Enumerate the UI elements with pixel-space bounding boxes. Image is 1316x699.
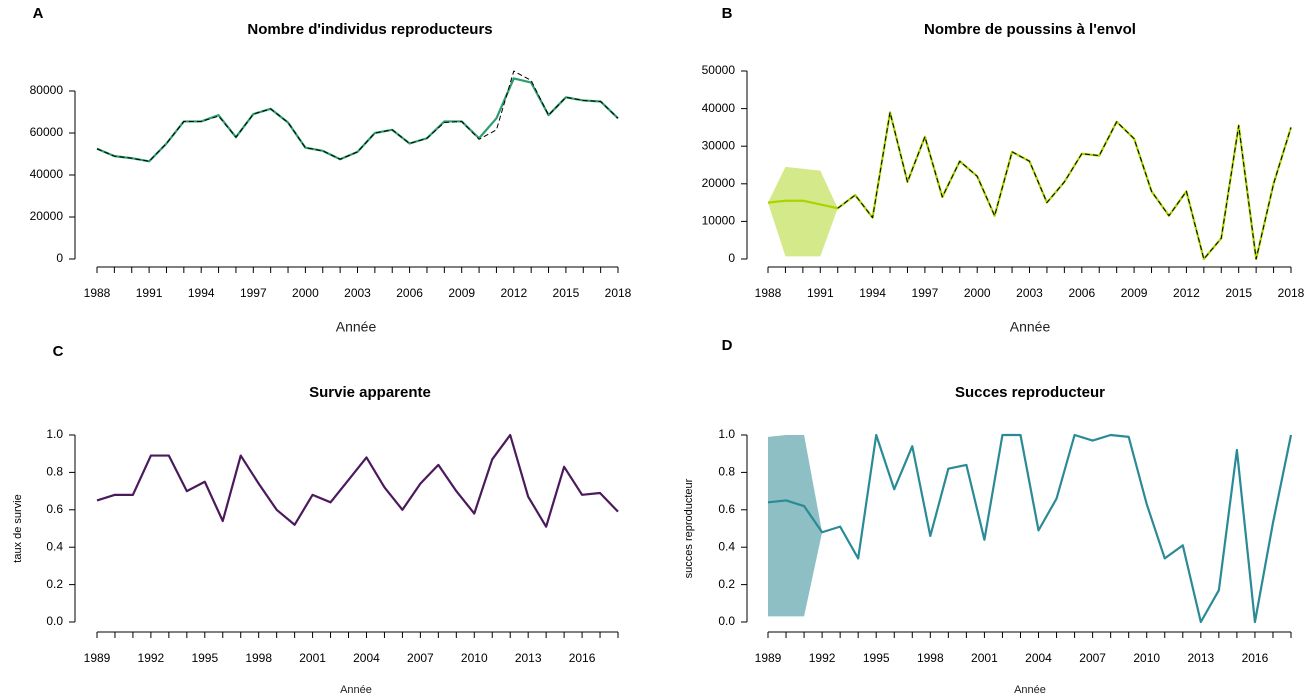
x-tick-label: 1994: [859, 286, 886, 300]
x-tick-label: 1988: [755, 286, 782, 300]
y-tick-label: 20000: [30, 209, 64, 223]
x-tick-label: 1998: [917, 651, 944, 665]
y-tick-label: 0.6: [46, 502, 63, 516]
chart-title: Nombre d'individus reproducteurs: [247, 21, 492, 38]
panel-letter: A: [33, 5, 44, 22]
x-tick-label: 2018: [1278, 286, 1305, 300]
x-tick-label: 1997: [912, 286, 939, 300]
confidence-band: [768, 435, 823, 617]
y-tick-label: 20000: [702, 176, 736, 190]
y-tick-label: 60000: [30, 125, 64, 139]
x-axis-label: Année: [1014, 684, 1046, 696]
x-tick-label: 2004: [1025, 651, 1052, 665]
x-tick-label: 2012: [1173, 286, 1200, 300]
y-tick-label: 1.0: [718, 427, 735, 441]
x-tick-label: 2012: [500, 286, 527, 300]
data-line: [767, 111, 1293, 261]
y-tick-label: 30000: [702, 138, 736, 152]
x-axis-label: Année: [1010, 319, 1051, 335]
y-tick-label: 10000: [702, 214, 736, 228]
y-tick-label: 40000: [702, 101, 736, 115]
x-tick-label: 2015: [553, 286, 580, 300]
y-tick-label: 80000: [30, 83, 64, 97]
x-tick-label: 2010: [461, 651, 488, 665]
x-tick-label: 2001: [971, 651, 998, 665]
chart-title: Succes reproducteur: [955, 384, 1105, 401]
x-tick-label: 2006: [396, 286, 423, 300]
x-tick-label: 1992: [138, 651, 165, 665]
x-tick-label: 1988: [84, 286, 111, 300]
x-axis-label: Année: [336, 319, 377, 335]
x-tick-label: 1994: [188, 286, 215, 300]
panel-letter: C: [53, 343, 64, 360]
y-tick-label: 40000: [30, 167, 64, 181]
x-tick-label: 2007: [407, 651, 434, 665]
y-tick-label: 0: [728, 251, 735, 265]
x-tick-label: 2003: [1016, 286, 1043, 300]
y-tick-label: 1.0: [46, 427, 63, 441]
data-line: [96, 77, 619, 163]
y-tick-label: 0.0: [46, 614, 63, 628]
x-axis-label: Année: [340, 684, 372, 696]
data-line: [96, 433, 619, 528]
y-axis-label: succes reproducteur: [683, 478, 695, 578]
x-tick-label: 2004: [353, 651, 380, 665]
x-tick-label: 1995: [863, 651, 890, 665]
x-tick-label: 2018: [605, 286, 632, 300]
panel-letter: B: [722, 5, 733, 22]
y-tick-label: 0: [56, 251, 63, 265]
y-tick-label: 0.8: [718, 465, 735, 479]
y-tick-label: 0.8: [46, 465, 63, 479]
data-line: [96, 70, 619, 162]
x-tick-label: 1989: [755, 651, 782, 665]
confidence-band: [768, 166, 838, 257]
y-tick-label: 0.4: [46, 539, 63, 553]
y-tick-label: 0.6: [718, 502, 735, 516]
y-tick-label: 0.2: [718, 577, 735, 591]
x-tick-label: 2015: [1225, 286, 1252, 300]
x-tick-label: 2013: [515, 651, 542, 665]
chart-title: Survie apparente: [309, 384, 431, 401]
x-tick-label: 2010: [1133, 651, 1160, 665]
x-tick-label: 2016: [1242, 651, 1269, 665]
x-tick-label: 1998: [245, 651, 272, 665]
x-tick-label: 2007: [1079, 651, 1106, 665]
x-tick-label: 2001: [299, 651, 326, 665]
data-line: [767, 433, 1293, 624]
y-tick-label: 0.4: [718, 539, 735, 553]
y-axis-label: taux de survie: [12, 494, 24, 562]
x-tick-label: 2009: [448, 286, 475, 300]
panel-letter: D: [722, 337, 733, 354]
y-tick-label: 0.0: [718, 614, 735, 628]
x-tick-label: 1991: [807, 286, 834, 300]
y-tick-label: 50000: [702, 63, 736, 77]
data-line: [837, 111, 1292, 260]
x-tick-label: 2000: [292, 286, 319, 300]
x-tick-label: 2000: [964, 286, 991, 300]
x-tick-label: 1989: [84, 651, 111, 665]
x-tick-label: 2006: [1068, 286, 1095, 300]
x-tick-label: 1997: [240, 286, 267, 300]
chart-title: Nombre de poussins à l'envol: [924, 21, 1136, 38]
x-tick-label: 1991: [136, 286, 163, 300]
y-tick-label: 0.2: [46, 577, 63, 591]
x-tick-label: 1992: [809, 651, 836, 665]
x-tick-label: 1995: [191, 651, 218, 665]
x-tick-label: 2003: [344, 286, 371, 300]
x-tick-label: 2009: [1121, 286, 1148, 300]
x-tick-label: 2016: [569, 651, 596, 665]
x-tick-label: 2013: [1187, 651, 1214, 665]
